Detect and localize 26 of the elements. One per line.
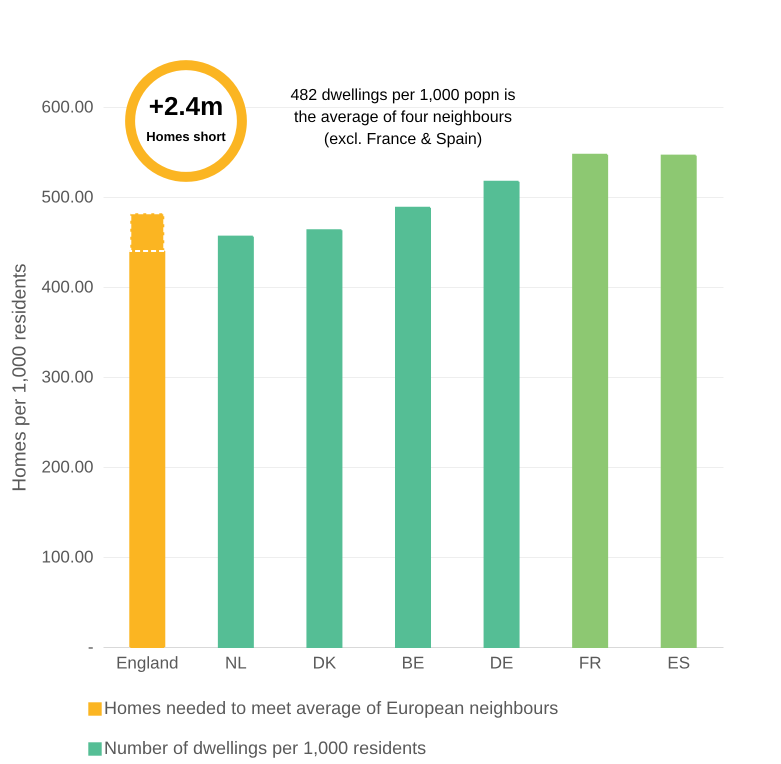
y-axis-title: Homes per 1,000 residents	[10, 263, 31, 492]
y-tick-label: 400.00	[42, 278, 94, 296]
bar	[484, 180, 520, 648]
x-tick-label: DK	[312, 654, 337, 672]
y-tick-label: 300.00	[42, 368, 94, 386]
bar	[660, 154, 697, 648]
bar	[218, 236, 254, 648]
x-tick-label: DE	[490, 654, 514, 672]
y-tick-label: -	[88, 638, 94, 656]
annotation: 482 dwellings per 1,000 popn is the average of four neighbours (excl. France & Spain)	[290, 87, 516, 148]
bar	[572, 154, 608, 648]
y-tick-label: 100.00	[42, 548, 94, 566]
bar	[395, 206, 431, 648]
annotation: Homes short	[146, 129, 226, 144]
y-tick-label: 600.00	[42, 98, 94, 116]
y-tick-label: 500.00	[42, 188, 94, 206]
x-tick-label: FR	[578, 654, 602, 672]
legend-label: Homes needed to meet average of European neighbours	[104, 698, 558, 718]
x-tick-label: BE	[402, 654, 424, 672]
x-tick-label: England	[116, 654, 178, 672]
legend-label: Number of dwellings per 1,000 residents	[104, 738, 426, 758]
annotation: +2.4m	[148, 91, 224, 121]
y-tick-label: 200.00	[42, 458, 94, 476]
x-tick-label: NL	[224, 654, 247, 672]
x-tick-label: ES	[667, 654, 690, 672]
bar	[306, 229, 342, 648]
